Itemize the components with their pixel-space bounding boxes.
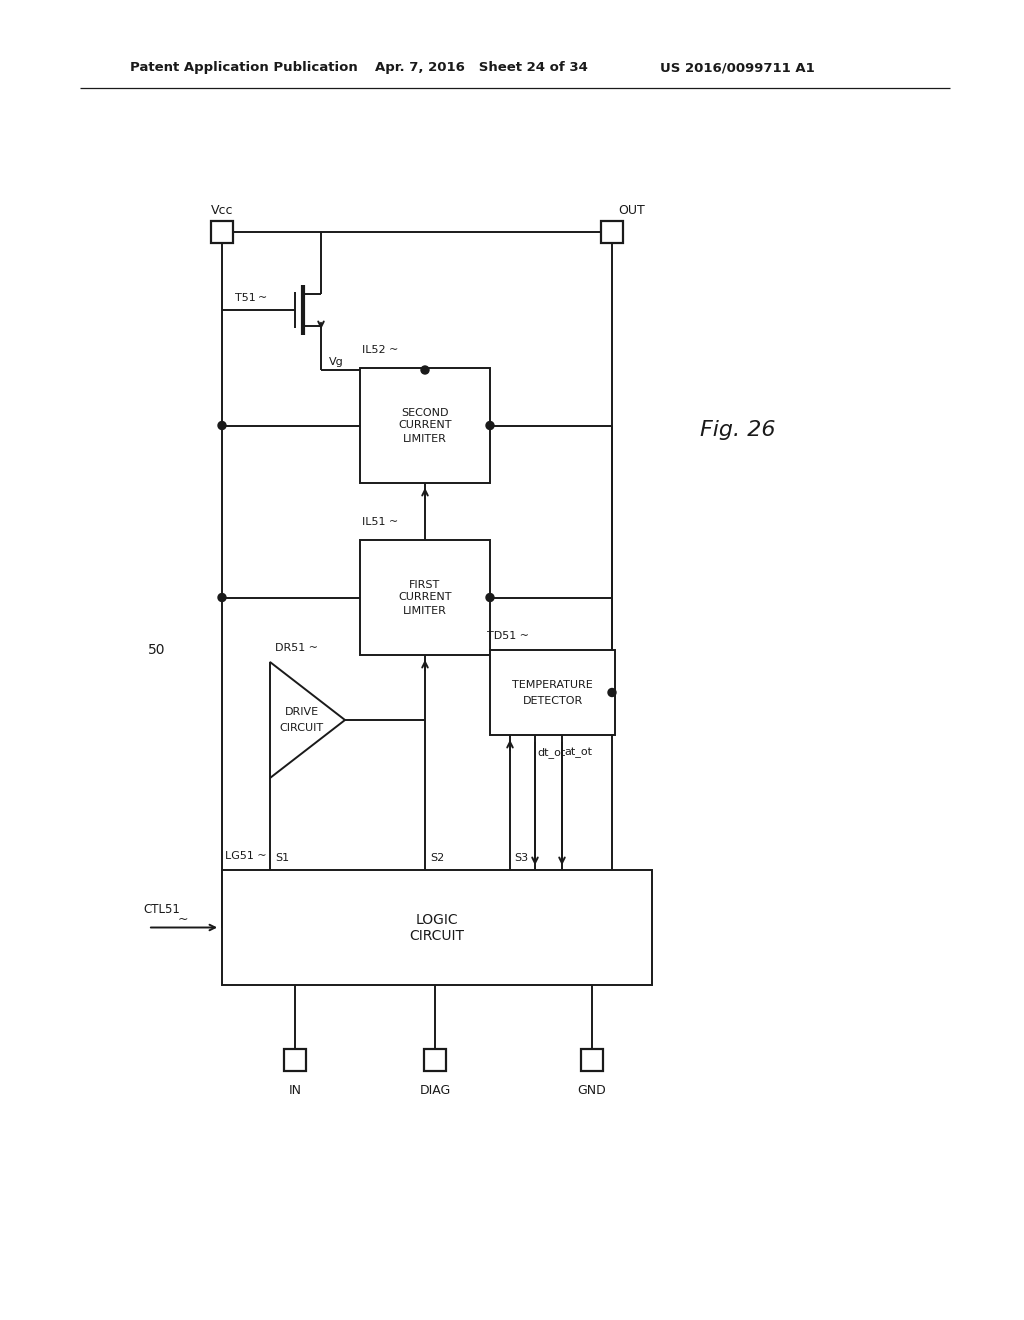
Bar: [490, 649, 615, 735]
Text: at_ot: at_ot: [564, 748, 592, 758]
Text: TD51 ~: TD51 ~: [487, 631, 529, 642]
Bar: [360, 540, 490, 655]
Circle shape: [218, 421, 226, 429]
Text: LG51 ~: LG51 ~: [225, 851, 266, 861]
Text: OUT: OUT: [618, 203, 645, 216]
Text: S3: S3: [514, 853, 528, 863]
Bar: [222, 870, 652, 985]
Text: S1: S1: [275, 853, 289, 863]
Text: CURRENT: CURRENT: [398, 593, 452, 602]
Circle shape: [486, 421, 494, 429]
Text: SECOND: SECOND: [401, 408, 449, 417]
Circle shape: [218, 594, 226, 602]
Bar: [360, 368, 490, 483]
Polygon shape: [270, 663, 345, 777]
Circle shape: [486, 594, 494, 602]
Text: CIRCUIT: CIRCUIT: [410, 928, 465, 942]
Text: Vcc: Vcc: [211, 203, 233, 216]
Text: ~: ~: [178, 913, 188, 927]
Text: Apr. 7, 2016   Sheet 24 of 34: Apr. 7, 2016 Sheet 24 of 34: [375, 62, 588, 74]
Text: GND: GND: [578, 1084, 606, 1097]
Text: IL52 ~: IL52 ~: [362, 345, 398, 355]
Text: FIRST: FIRST: [410, 579, 440, 590]
Text: TEMPERATURE: TEMPERATURE: [512, 680, 593, 689]
Bar: [284, 1049, 306, 1071]
Text: DRIVE: DRIVE: [285, 708, 318, 717]
Text: LIMITER: LIMITER: [403, 606, 446, 615]
Bar: [601, 220, 623, 243]
Text: Fig. 26: Fig. 26: [700, 420, 775, 440]
Text: LOGIC: LOGIC: [416, 912, 459, 927]
Text: CIRCUIT: CIRCUIT: [280, 723, 324, 733]
Circle shape: [608, 689, 616, 697]
Circle shape: [421, 366, 429, 374]
Bar: [211, 220, 233, 243]
Text: IN: IN: [289, 1084, 301, 1097]
Text: CURRENT: CURRENT: [398, 421, 452, 430]
Text: 50: 50: [148, 643, 166, 657]
Text: CTL51: CTL51: [143, 903, 180, 916]
Text: Vg: Vg: [329, 356, 344, 367]
Text: S2: S2: [430, 853, 444, 863]
Bar: [424, 1049, 446, 1071]
Text: DIAG: DIAG: [420, 1084, 451, 1097]
Text: dt_ot: dt_ot: [537, 747, 565, 759]
Text: DR51 ~: DR51 ~: [275, 643, 318, 653]
Text: US 2016/0099711 A1: US 2016/0099711 A1: [660, 62, 815, 74]
Bar: [581, 1049, 603, 1071]
Text: Patent Application Publication: Patent Application Publication: [130, 62, 357, 74]
Text: LIMITER: LIMITER: [403, 433, 446, 444]
Text: IL51 ~: IL51 ~: [362, 517, 398, 527]
Text: DETECTOR: DETECTOR: [522, 696, 583, 705]
Text: T51 ~: T51 ~: [234, 293, 267, 304]
